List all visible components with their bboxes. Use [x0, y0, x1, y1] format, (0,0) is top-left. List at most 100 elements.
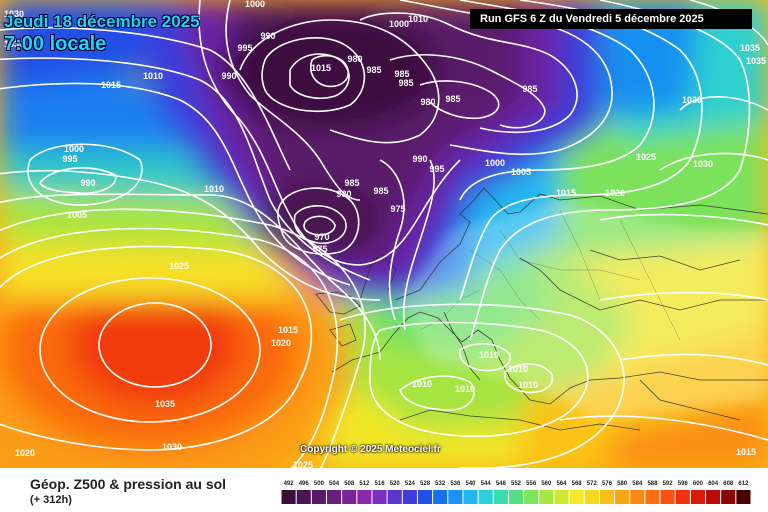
isobar-label: 1030 [4, 9, 24, 19]
product-title: Géop. Z500 & pression au sol [30, 476, 227, 492]
scale-tick-label: 556 [526, 481, 537, 487]
isobar-label: 985 [522, 84, 537, 94]
copyright-notice: Copyright © 2025 Meteociel.fr [300, 444, 441, 455]
isobar-label: 1015 [736, 447, 756, 457]
isobar-label: 1030 [682, 95, 702, 105]
isobar-label: 1000 [389, 19, 409, 29]
isobar-label: 1025 [169, 261, 189, 271]
scale-tick-label: 572 [587, 481, 598, 487]
isobar-label: 1010 [479, 350, 499, 360]
isobar-label: 1010 [412, 379, 432, 389]
scale-color-cell [584, 490, 599, 504]
isobar-label: 975 [390, 204, 405, 214]
isobar-label: 1015 [556, 188, 576, 198]
scale-color-cell [508, 490, 524, 504]
scale-tick-label: 520 [390, 481, 401, 487]
scale-tick-label: 600 [693, 481, 704, 487]
scale-tick-label: 492 [284, 481, 295, 487]
scale-color-cell [539, 490, 554, 504]
scale-tick-label: 564 [556, 481, 567, 487]
scale-color-cell [326, 490, 342, 504]
isobar-label: 1000 [485, 158, 505, 168]
forecast-step: (+ 312h) [30, 494, 72, 506]
scale-color-cell [463, 490, 478, 504]
isobar-label: 990 [260, 31, 275, 41]
scale-tick-label: 504 [329, 481, 340, 487]
isobar-label: 985 [344, 178, 359, 188]
isobar-label: 1030 [693, 159, 713, 169]
geopotential-color-field [0, 0, 768, 468]
isobar-label: 1005 [511, 167, 531, 177]
color-scale: 492 496 500 504 508 512 516 520 524 528 532 536 540 5… [281, 481, 751, 504]
scale-tick-label: 576 [602, 481, 613, 487]
isobar-label: 1030 [4, 39, 24, 49]
scale-color-cell [402, 490, 417, 504]
scale-tick-label: 508 [344, 481, 355, 487]
scale-color-cell [387, 490, 402, 504]
isobar-label: 1000 [245, 0, 265, 9]
scale-color-cell [554, 490, 569, 504]
scale-tick-label: 588 [647, 481, 658, 487]
isobar-label: 1030 [162, 442, 182, 452]
scale-color-cell [569, 490, 584, 504]
scale-color-cell [736, 490, 751, 504]
isobar-label: 990 [221, 71, 236, 81]
isobar-label: 1035 [746, 56, 766, 66]
isobar-label: 985 [373, 186, 388, 196]
scale-tick-label: 544 [481, 481, 492, 487]
isobar-label: 1010 [508, 364, 528, 374]
isobar-label: 985 [398, 78, 413, 88]
scale-color-cell [721, 490, 736, 504]
scale-color-cell [615, 490, 630, 504]
isobar-label: 1015 [311, 63, 331, 73]
forecast-date: Jeudi 18 décembre 2025 [4, 12, 200, 31]
scale-tick-label: 584 [632, 481, 643, 487]
scale-tick-label: 540 [466, 481, 477, 487]
coastlines [315, 187, 768, 431]
scale-color-cell [357, 490, 372, 504]
scale-tick-label: 516 [375, 481, 386, 487]
scale-tick-label: 552 [511, 481, 522, 487]
scale-tick-label: 496 [299, 481, 310, 487]
scale-color-cell [675, 490, 690, 504]
isobar-label: 990 [80, 178, 95, 188]
isobar-label: 980 [420, 97, 435, 107]
scale-color-cell [372, 490, 387, 504]
isobar-label: 975 [312, 244, 327, 254]
isobar-label: 1020 [15, 448, 35, 458]
isobar-label: 1010 [518, 380, 538, 390]
isobar-label: 990 [412, 154, 427, 164]
scale-color-cell [706, 490, 721, 504]
scale-tick-label: 512 [359, 481, 370, 487]
isobar-label: 985 [366, 65, 381, 75]
scale-tick-label: 608 [723, 481, 734, 487]
isobar-label: 1035 [740, 43, 760, 53]
scale-tick-label: 596 [678, 481, 689, 487]
isobar-label: 985 [394, 69, 409, 79]
scale-color-cell [660, 490, 675, 504]
isobar-label: 980 [336, 189, 351, 199]
scale-tick-label: 580 [617, 481, 628, 487]
scale-tick-label: 532 [435, 481, 446, 487]
scale-color-cell [493, 490, 508, 504]
scale-color-cell [417, 490, 433, 504]
isobar-label: 985 [445, 94, 460, 104]
isobar-label: 980 [347, 54, 362, 64]
isobar-label: 995 [62, 154, 77, 164]
scale-color-cell [296, 490, 311, 504]
isobar-label: 1020 [271, 338, 291, 348]
isobar-label: 1010 [408, 14, 428, 24]
isobar-label: 1025 [293, 460, 313, 468]
scale-color-cell [599, 490, 615, 504]
isobar-label: 1015 [101, 80, 121, 90]
forecast-time: 7:00 locale [4, 33, 107, 55]
country-borders [419, 209, 681, 341]
isobar-label: 970 [314, 232, 329, 242]
scale-color-cell [630, 490, 645, 504]
isobar-label: 1035 [155, 399, 175, 409]
scale-tick-label: 500 [314, 481, 325, 487]
isobar-label: 1020 [605, 188, 625, 198]
